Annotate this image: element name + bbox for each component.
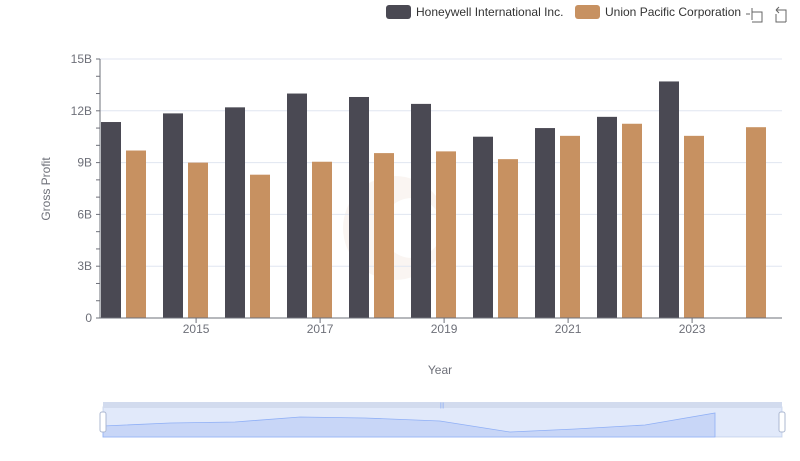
zoom-select-icon[interactable] [746,8,763,23]
bars-group [101,81,766,319]
bar-union-pacific-2023[interactable] [684,135,704,318]
datazoom-handle-right[interactable] [778,411,786,433]
x-axis-title: Year [428,363,452,377]
datazoom-preview-area [102,412,716,438]
legend-item-honeywell[interactable]: Honeywell International Inc. [386,5,563,19]
y-tick-label: 9B [77,156,92,170]
bar-union-pacific-2024[interactable] [746,127,766,318]
bar-honeywell-2021[interactable] [535,128,555,318]
bar-union-pacific-2020[interactable] [498,159,518,318]
y-tick-label: 15B [71,52,92,66]
bar-union-pacific-2016[interactable] [250,174,270,318]
y-tick-label: 12B [71,104,92,118]
bar-honeywell-2014[interactable] [101,122,121,318]
x-tick-label: 2023 [679,322,706,336]
datazoom-drag-grip[interactable]: ||| [440,403,445,409]
bar-honeywell-2022[interactable] [597,116,617,319]
bar-union-pacific-2015[interactable] [188,162,208,318]
datazoom-top-bar[interactable] [103,402,782,408]
bar-honeywell-2023[interactable] [659,81,679,319]
x-axis-ticks: 2015 2017 2019 2021 2023 [183,318,706,336]
bar-union-pacific-2022[interactable] [622,123,642,318]
bar-honeywell-2018[interactable] [349,96,369,318]
x-tick-label: 2019 [431,322,458,336]
legend-label-union-pacific: Union Pacific Corporation [605,5,741,19]
bar-honeywell-2019[interactable] [411,103,431,318]
datazoom-selected-range[interactable] [103,407,782,437]
bar-union-pacific-2019[interactable] [436,151,456,318]
y-axis-title: Gross Profit [39,157,53,221]
bar-union-pacific-2018[interactable] [374,153,394,318]
legend-label-honeywell: Honeywell International Inc. [416,5,563,19]
x-tick-label: 2017 [307,322,334,336]
datazoom-handle-left[interactable] [99,411,107,433]
bar-honeywell-2020[interactable] [473,136,493,318]
legend-item-union-pacific[interactable]: Union Pacific Corporation [575,5,741,19]
datazoom-slider[interactable]: ||| [99,402,786,438]
bar-honeywell-2015[interactable] [163,113,183,318]
legend: Honeywell International Inc. Union Pacif… [386,5,741,19]
y-axis-ticks: 0 3B 6B 9B 12B 15B [71,52,101,325]
legend-swatch-union-pacific [575,5,600,19]
bar-union-pacific-2017[interactable] [312,161,332,318]
bar-honeywell-2016[interactable] [225,107,245,318]
x-tick-label: 2015 [183,322,210,336]
y-tick-label: 0 [85,311,92,325]
bar-union-pacific-2021[interactable] [560,135,580,318]
y-tick-label: 3B [77,259,92,273]
bar-honeywell-2017[interactable] [287,93,307,319]
restore-icon[interactable] [775,6,787,23]
bar-union-pacific-2014[interactable] [126,150,146,318]
y-tick-label: 6B [77,207,92,221]
legend-swatch-honeywell [386,5,411,19]
x-tick-label: 2021 [555,322,582,336]
